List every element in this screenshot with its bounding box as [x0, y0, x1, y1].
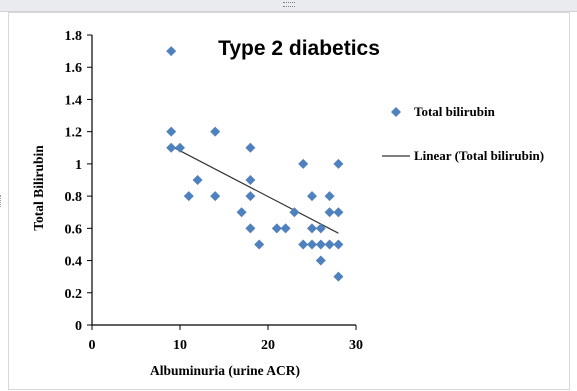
data-point — [315, 223, 326, 234]
resize-handle-top[interactable] — [283, 2, 295, 7]
y-tick-label: 1.8 — [65, 29, 83, 44]
data-point — [298, 158, 309, 169]
data-point — [333, 158, 344, 169]
data-point — [245, 223, 256, 234]
data-point — [307, 191, 317, 202]
y-tick-label: 1.2 — [65, 126, 83, 141]
y-tick-label: 0.2 — [65, 287, 83, 302]
y-tick-label: 0.4 — [65, 255, 83, 270]
legend-item-trendline: Linear (Total bilirubin) — [382, 148, 544, 163]
data-point — [245, 175, 256, 185]
data-point — [315, 239, 326, 250]
y-tick-label: 1.4 — [65, 93, 83, 108]
chart-area[interactable]: 0 0.2 0.4 0.6 0.8 1 1.2 1.4 1.6 1.8 0 10 20 30 Type … — [8, 12, 570, 390]
data-point — [280, 223, 291, 234]
y-tick-label: 0.6 — [65, 222, 83, 237]
data-point — [192, 175, 203, 185]
x-tick-label: 30 — [349, 338, 363, 353]
data-point — [210, 191, 221, 202]
data-point — [324, 239, 335, 250]
data-point — [333, 239, 344, 250]
data-point — [210, 126, 221, 137]
y-tick-label: 1 — [75, 158, 82, 173]
data-point — [333, 271, 344, 282]
data-point — [289, 207, 300, 218]
legend-item-series: Total bilirubin — [391, 104, 496, 119]
x-axis-ticks: 0 10 20 30 — [89, 325, 363, 353]
y-tick-label: 0.8 — [65, 190, 83, 205]
legend-marker-diamond — [391, 107, 401, 117]
data-point — [245, 191, 256, 202]
x-axis-label: Albuminuria (urine ACR) — [150, 363, 300, 378]
trendline — [170, 145, 339, 234]
data-point — [315, 255, 326, 266]
data-point — [298, 239, 309, 250]
y-tick-label: 1.6 — [65, 61, 83, 76]
data-point — [245, 142, 256, 153]
data-point — [324, 191, 335, 202]
data-point — [183, 191, 194, 202]
data-point — [166, 126, 177, 137]
chart-title: Type 2 diabetics — [218, 37, 380, 60]
data-point — [271, 223, 282, 234]
data-point — [175, 142, 185, 153]
data-points — [166, 46, 344, 282]
window-top-bar — [0, 0, 577, 12]
trendline-layer — [170, 145, 339, 234]
legend: Total bilirubin Linear (Total bilirubin) — [382, 104, 544, 163]
data-point — [166, 46, 177, 57]
legend-label-series: Total bilirubin — [414, 104, 496, 119]
data-point — [333, 207, 344, 218]
legend-label-trendline: Linear (Total bilirubin) — [414, 148, 544, 163]
data-point — [254, 239, 265, 250]
y-axis-label: Total Bilirubin — [31, 145, 46, 231]
resize-handle-left[interactable] — [0, 195, 4, 207]
x-tick-label: 10 — [173, 338, 187, 353]
y-axis-ticks: 0 0.2 0.4 0.6 0.8 1 1.2 1.4 1.6 1.8 — [65, 29, 92, 334]
y-tick-label: 0 — [75, 319, 82, 334]
data-point — [236, 207, 247, 218]
scatter-chart: 0 0.2 0.4 0.6 0.8 1 1.2 1.4 1.6 1.8 0 10 20 30 Type … — [31, 29, 544, 378]
data-point — [324, 207, 335, 218]
data-point — [307, 223, 317, 234]
data-point — [307, 239, 317, 250]
axes — [91, 35, 356, 326]
x-tick-label: 0 — [89, 338, 96, 353]
data-point — [166, 142, 177, 153]
x-tick-label: 20 — [261, 338, 275, 353]
